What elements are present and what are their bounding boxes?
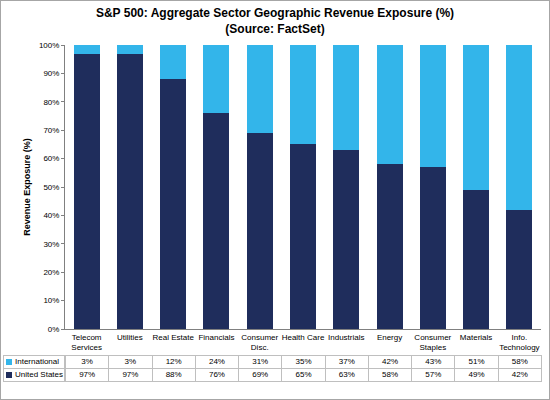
svg-text:ConsumerDisc.: ConsumerDisc. (241, 333, 278, 352)
svg-text:TelecomServices: TelecomServices (71, 333, 102, 352)
html-text:65%: 65% (295, 370, 312, 379)
html-text:58%: 58% (382, 370, 398, 379)
html-text:37%: 37% (338, 357, 355, 366)
svg-text:0%: 0% (48, 325, 60, 334)
svg-text:80%: 80% (43, 98, 59, 107)
svg-text:Industrials: Industrials (328, 333, 364, 342)
html-text:49%: 49% (468, 370, 485, 379)
svg-text:Health Care: Health Care (282, 333, 325, 342)
svg-text:20%: 20% (43, 268, 59, 277)
html-text:51%: 51% (468, 357, 485, 366)
svg-text:ConsumerStaples: ConsumerStaples (414, 333, 451, 352)
html-text:3%: 3% (124, 357, 137, 366)
html-text:57%: 57% (425, 370, 442, 379)
html-text:58%: 58% (511, 357, 528, 366)
svg-text:Real Estate: Real Estate (153, 333, 195, 342)
svg-text:Utilities: Utilities (117, 333, 143, 342)
html-text:69%: 69% (252, 370, 269, 379)
html-text:3%: 3% (81, 357, 93, 366)
html-text:31%: 31% (252, 357, 269, 366)
html-text:97%: 97% (79, 370, 96, 379)
svg-text:70%: 70% (43, 126, 59, 135)
html-text:63%: 63% (338, 370, 355, 379)
html-text:42%: 42% (511, 370, 528, 379)
svg-text:100%: 100% (39, 41, 59, 50)
svg-text:90%: 90% (43, 69, 59, 78)
svg-text:60%: 60% (43, 154, 59, 163)
html-text:24%: 24% (208, 357, 225, 366)
svg-text:Financials: Financials (198, 333, 234, 342)
html-text:35%: 35% (295, 357, 312, 366)
svg-text:50%: 50% (43, 183, 59, 192)
html-text:International: International (15, 357, 59, 366)
html-text:43%: 43% (425, 357, 442, 366)
svg-text:30%: 30% (43, 240, 59, 249)
html-text:12%: 12% (165, 357, 182, 366)
html-text:97%: 97% (122, 370, 139, 379)
svg-text:10%: 10% (43, 296, 59, 305)
html-text:42%: 42% (382, 357, 398, 366)
html-text:United States: United States (15, 370, 63, 379)
svg-text:Materials: Materials (460, 333, 492, 342)
svg-text:Info.Technology: Info.Technology (499, 333, 539, 352)
svg-text:Energy: Energy (377, 333, 402, 342)
html-text:88%: 88% (165, 370, 182, 379)
html-text:76%: 76% (208, 370, 225, 379)
svg-text:S&P 500: Aggregate Sector Geog: S&P 500: Aggregate Sector Geographic Rev… (96, 6, 454, 36)
svg-text:Revenue Exposure (%): Revenue Exposure (%) (22, 138, 32, 236)
svg-text:40%: 40% (43, 211, 59, 220)
